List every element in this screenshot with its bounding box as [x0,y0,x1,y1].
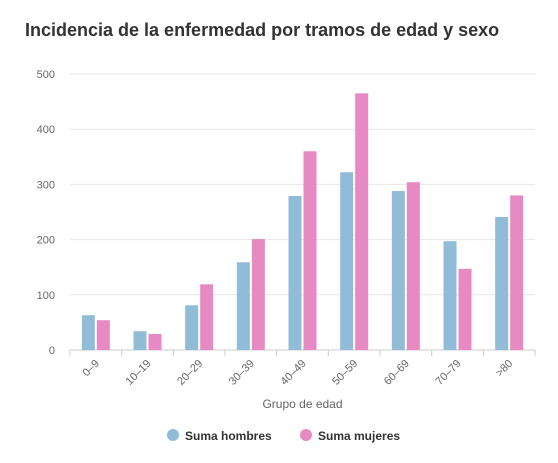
y-tick-label: 0 [49,345,55,357]
bar-hombres [443,241,457,350]
y-tick-label: 400 [37,124,55,136]
y-tick-label: 500 [37,69,55,81]
bar-hombres [236,262,250,350]
x-tick-label: 10–19 [124,358,154,388]
x-tick-label: 20–29 [175,358,205,388]
bar-hombres [391,191,405,350]
x-axis-title: Grupo de edad [262,397,342,411]
x-tick-label: 40–49 [279,358,309,388]
bar-mujeres [96,320,110,350]
chart-title: Incidencia de la enfermedad por tramos d… [25,20,500,40]
bar-hombres [133,331,147,350]
bar-mujeres [458,268,472,350]
legend-label-mujeres: Suma mujeres [318,429,400,443]
x-tick-label: 60–69 [382,358,412,388]
legend-marker-hombres [167,429,179,441]
y-tick-label: 300 [37,179,55,191]
y-tick-label: 200 [37,235,55,247]
bar-hombres [340,172,354,350]
x-tick-label: 0–9 [80,358,101,379]
bar-mujeres [148,333,162,350]
x-tick-label: >80 [494,358,516,380]
bar-mujeres [510,195,524,350]
bar-mujeres [200,284,214,350]
bar-hombres [81,315,95,350]
bar-mujeres [303,151,317,350]
y-tick-label: 100 [37,290,55,302]
bar-mujeres [251,239,265,350]
legend-label-hombres: Suma hombres [185,429,272,443]
legend-marker-mujeres [300,429,312,441]
bar-hombres [288,195,302,350]
bar-mujeres [406,182,420,350]
x-tick-label: 50–59 [330,358,360,388]
bar-hombres [185,305,199,350]
bar-mujeres [355,93,369,350]
x-tick-label: 70–79 [434,358,464,388]
x-tick-label: 30–39 [227,358,257,388]
bar-hombres [495,216,509,350]
